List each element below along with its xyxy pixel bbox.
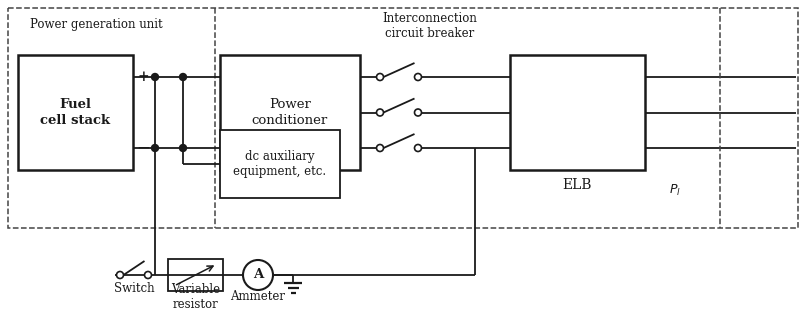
Text: Interconnection
circuit breaker: Interconnection circuit breaker (382, 12, 477, 40)
Bar (8, 8, 798, 228)
Circle shape (377, 73, 383, 80)
Bar (510, 55, 645, 170)
Text: Power
conditioner: Power conditioner (252, 99, 328, 127)
Circle shape (377, 109, 383, 116)
Circle shape (144, 272, 151, 279)
Bar (18, 55, 133, 170)
Bar (220, 55, 360, 170)
Text: ELB: ELB (563, 178, 592, 192)
Circle shape (415, 73, 421, 80)
Circle shape (117, 272, 123, 279)
Text: +: + (137, 70, 149, 84)
Circle shape (180, 73, 186, 80)
Bar (220, 130, 340, 198)
Circle shape (415, 144, 421, 151)
Text: Ammeter: Ammeter (231, 291, 285, 303)
Text: Switch: Switch (113, 282, 155, 295)
Text: −: − (136, 140, 150, 156)
Circle shape (415, 109, 421, 116)
Text: $P_l$: $P_l$ (669, 183, 681, 197)
Text: A: A (253, 268, 263, 281)
Circle shape (377, 144, 383, 151)
Circle shape (180, 144, 186, 151)
Circle shape (151, 144, 159, 151)
Circle shape (151, 73, 159, 80)
Bar (168, 259, 223, 291)
Text: dc auxiliary
equipment, etc.: dc auxiliary equipment, etc. (233, 150, 326, 178)
Text: Variable
resistor: Variable resistor (171, 283, 220, 311)
Text: Power generation unit: Power generation unit (30, 18, 163, 31)
Text: Fuel
cell stack: Fuel cell stack (40, 99, 110, 127)
Circle shape (243, 260, 273, 290)
